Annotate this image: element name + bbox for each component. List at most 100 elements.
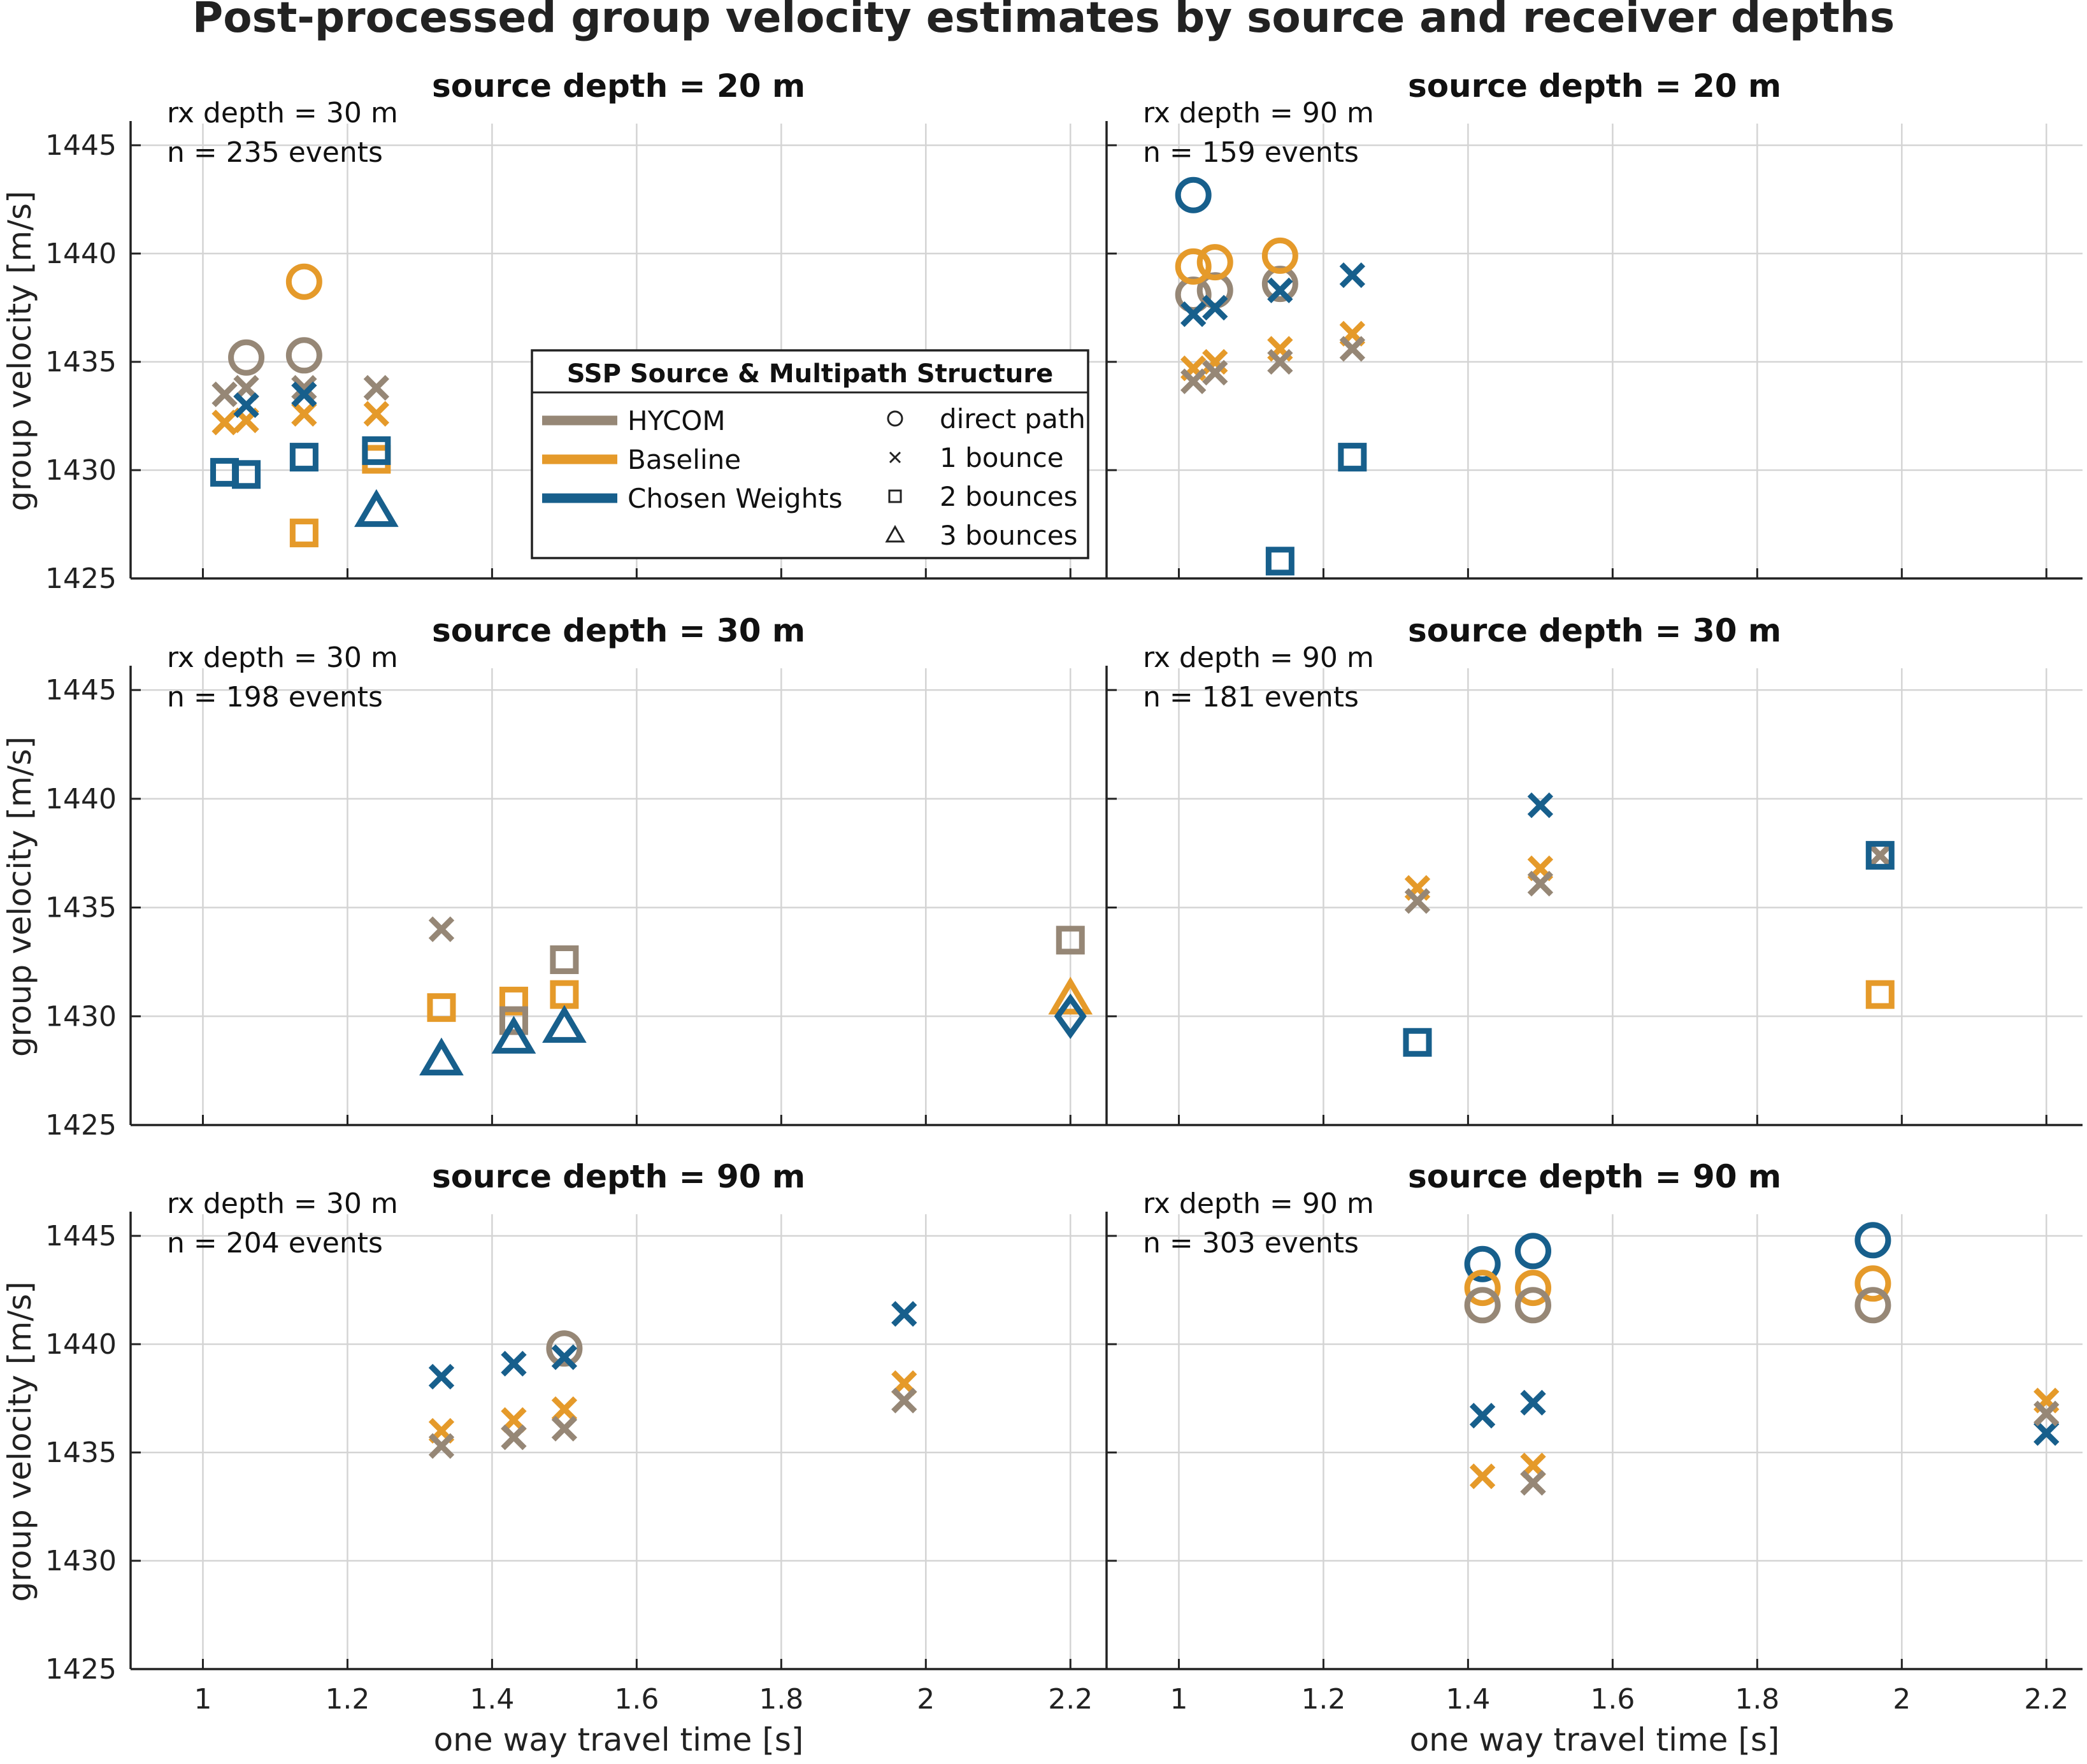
data-point-hycom-1-bounce (501, 1424, 527, 1451)
rx-depth-label: rx depth = 90 m (1143, 642, 1374, 674)
x-tick-label: 1 (1170, 1683, 1187, 1716)
legend-path-label: 2 bounces (940, 481, 1077, 512)
data-point-chosen-weights-4-bounces (1054, 993, 1087, 1040)
data-point-baseline-2-bounces (1865, 980, 1895, 1009)
legend-marker-square (888, 489, 902, 503)
data-point-chosen-weights-1-bounce (1180, 301, 1207, 327)
data-point-chosen-weights-direct-path (1175, 176, 1212, 213)
data-point-chosen-weights-1-bounce (1520, 1389, 1546, 1416)
legend-source-label: Chosen Weights (628, 483, 843, 514)
event-count-label: n = 235 events (167, 136, 383, 169)
y-tick-label: 1430 (45, 454, 117, 487)
data-point-chosen-weights-1-bounce (428, 1363, 455, 1390)
data-point-chosen-weights-direct-path (1515, 1233, 1552, 1270)
figure-title: Post-processed group velocity estimates … (192, 0, 1895, 42)
data-point-hycom-1-bounce (1180, 368, 1207, 394)
data-point-baseline-3-bounces (1048, 977, 1093, 1015)
data-point-chosen-weights-1-bounce (1527, 792, 1554, 819)
rx-depth-label: rx depth = 30 m (167, 97, 398, 129)
data-point-baseline-1-bounce (212, 410, 238, 436)
data-point-hycom-1-bounce (1520, 1470, 1546, 1496)
y-tick-label: 1440 (45, 238, 117, 270)
data-point-chosen-weights-3-bounces (419, 1037, 464, 1076)
panel-4: source depth = 30 m rx depth = 90 m n = 18… (1105, 612, 2083, 1126)
data-point-baseline-2-bounces (499, 986, 528, 1015)
y-tick-label: 1440 (45, 783, 117, 815)
x-axis-label: one way travel time [s] (434, 1721, 804, 1758)
data-point-chosen-weights-1-bounce (551, 1344, 578, 1370)
panel-title: source depth = 20 m (1408, 68, 1781, 104)
data-point-hycom-direct-path (546, 1330, 583, 1367)
y-axis-label: group velocity [m/s] (1, 736, 38, 1057)
data-point-hycom-2-bounces (1056, 926, 1085, 955)
data-point-hycom-1-bounce (1202, 359, 1228, 386)
rx-depth-label: rx depth = 90 m (1143, 1187, 1374, 1220)
event-count-label: n = 204 events (167, 1227, 383, 1259)
y-tick-label: 1445 (45, 1220, 117, 1252)
data-point-baseline-direct-path (1515, 1270, 1552, 1307)
y-tick-label: 1440 (45, 1328, 117, 1361)
data-point-baseline-2-bounces (427, 993, 456, 1022)
legend: SSP Source & Multipath Structure HYCOM Bas… (531, 349, 1089, 559)
data-point-hycom-2-bounces (499, 1006, 528, 1035)
y-axis-label: group velocity [m/s] (1, 190, 38, 511)
event-count-label: n = 181 events (1143, 681, 1359, 713)
data-point-hycom-1-bounce (1339, 336, 1366, 362)
legend-marker-circle (887, 410, 903, 427)
y-tick-label: 1435 (45, 1437, 117, 1469)
y-tick-label: 1445 (45, 129, 117, 162)
data-point-chosen-weights-1-bounce (501, 1351, 527, 1377)
data-point-hycom-1-bounce (1404, 888, 1431, 914)
y-tick-label: 1430 (45, 1545, 117, 1577)
x-axis-label: one way travel time [s] (1410, 1721, 1780, 1758)
panel-6: 1 1.2 1.4 1.6 1.8 2 2.2 source depth = 90 m rx d… (1105, 1158, 2083, 1758)
x-tick-label: 2.2 (2024, 1683, 2069, 1716)
data-point-chosen-weights-3-bounces (354, 489, 399, 527)
legend-path-label: 3 bounces (940, 520, 1077, 551)
legend-path-label: direct path (940, 403, 1086, 434)
data-point-hycom-1-bounce (891, 1388, 917, 1414)
data-point-hycom-1-bounce (291, 375, 317, 401)
data-point-hycom-1-bounce (2033, 1400, 2060, 1426)
data-point-chosen-weights-1-bounce (1469, 1403, 1496, 1429)
data-point-hycom-direct-path (285, 337, 322, 374)
y-tick-label: 1425 (45, 1653, 117, 1686)
x-tick-label: 1.2 (325, 1683, 369, 1716)
y-tick-label: 1425 (45, 1109, 117, 1142)
data-point-hycom-1-bounce (1527, 870, 1554, 897)
y-tick-label: 1435 (45, 892, 117, 924)
data-point-baseline-direct-path (1175, 248, 1212, 285)
panel-1: 1425 1430 1435 1440 1445 source depth = 20 m r… (1, 68, 1107, 595)
data-point-hycom-1-bounce (363, 375, 390, 401)
data-point-chosen-weights-1-bounce (1202, 294, 1228, 321)
data-point-baseline-direct-path (1854, 1265, 1891, 1302)
data-point-chosen-weights-3-bounces (542, 1005, 587, 1043)
panel-title: source depth = 90 m (432, 1158, 805, 1195)
panel-2: source depth = 20 m rx depth = 90 m n = 15… (1105, 68, 2083, 580)
data-point-baseline-direct-path (1196, 244, 1233, 281)
data-point-chosen-weights-2-bounces (1338, 443, 1367, 472)
x-tick-label: 2.2 (1048, 1683, 1093, 1716)
data-point-chosen-weights-1-bounce (1267, 277, 1293, 303)
data-point-chosen-weights-3-bounces (491, 1015, 536, 1054)
data-point-baseline-2-bounces (550, 980, 579, 1009)
x-tick-label: 1.4 (470, 1683, 514, 1716)
data-point-hycom-direct-path (228, 339, 265, 376)
data-point-baseline-direct-path (1464, 1270, 1501, 1307)
data-point-hycom-1-bounce (428, 1433, 455, 1459)
x-tick-label: 2 (917, 1683, 935, 1716)
data-point-chosen-weights-2-bounces (362, 436, 391, 465)
panel-title: source depth = 30 m (1408, 612, 1781, 649)
data-point-hycom-2-bounces (550, 945, 579, 975)
data-point-chosen-weights-2-bounces (289, 443, 319, 472)
y-axis-label: group velocity [m/s] (1, 1281, 38, 1602)
data-point-baseline-direct-path (1261, 237, 1298, 274)
data-point-hycom-direct-path (1464, 1287, 1501, 1324)
data-point-chosen-weights-1-bounce (891, 1301, 917, 1327)
data-point-chosen-weights-1-bounce (291, 381, 317, 408)
data-point-chosen-weights-direct-path (1464, 1245, 1501, 1282)
legend-source-label: HYCOM (628, 405, 726, 436)
legend-title: SSP Source & Multipath Structure (567, 359, 1053, 389)
data-point-baseline-direct-path (285, 263, 322, 300)
